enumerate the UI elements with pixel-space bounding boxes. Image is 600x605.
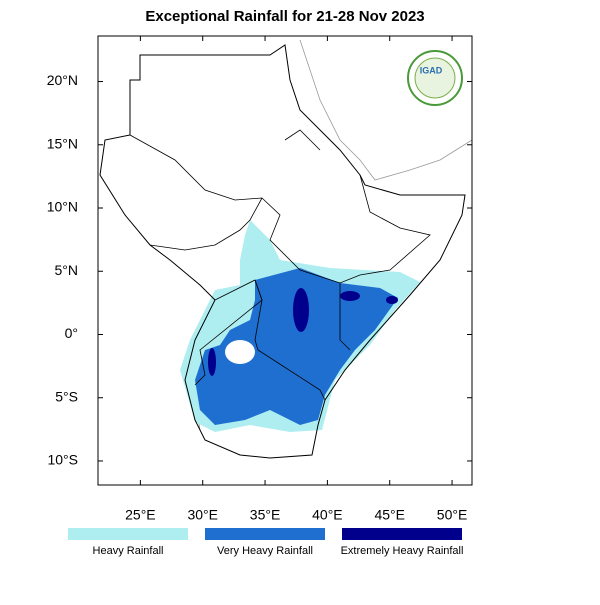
country-border (149, 197, 263, 251)
x-tick-label: 35°E (250, 507, 281, 523)
y-tick-label: 10°N (47, 199, 78, 215)
x-tick-label: 45°E (374, 507, 405, 523)
map-frame (97, 35, 473, 486)
extreme-rain-area (293, 288, 309, 332)
x-tick-label: 40°E (312, 507, 343, 523)
country-border (339, 283, 351, 351)
country-border (284, 129, 321, 151)
logo-disc (414, 57, 456, 99)
y-tick-label: 5°N (55, 262, 79, 278)
y-tick-label: 15°N (47, 135, 78, 151)
legend-swatch (68, 528, 188, 540)
neighbor-border (299, 39, 473, 181)
x-tick-label: 50°E (437, 507, 468, 523)
map-area: IGAD (97, 35, 473, 486)
country-border (194, 279, 263, 386)
country-border (129, 134, 431, 284)
extreme-rain-area (386, 296, 398, 304)
region-outline (99, 44, 466, 459)
legend-label: Heavy Rainfall (93, 545, 164, 557)
y-tick-label: 20°N (47, 72, 78, 88)
y-tick-label: 0° (65, 325, 78, 341)
logo-text: IGAD (420, 65, 443, 75)
very-heavy-rain-area (195, 268, 398, 425)
legend-label: Very Heavy Rainfall (217, 545, 313, 557)
x-tick-label: 25°E (125, 507, 156, 523)
legend-label: Extremely Heavy Rainfall (341, 545, 464, 557)
legend-swatch (342, 528, 462, 540)
y-tick-label: 5°S (55, 388, 78, 404)
legend-swatch (205, 528, 325, 540)
lake-victoria (225, 340, 255, 364)
extreme-rain-area (208, 348, 216, 376)
x-tick-label: 30°E (187, 507, 218, 523)
extreme-rain-area (340, 291, 360, 301)
map-title: Exceptional Rainfall for 21-28 Nov 2023 (145, 8, 424, 25)
y-tick-label: 10°S (47, 452, 78, 468)
